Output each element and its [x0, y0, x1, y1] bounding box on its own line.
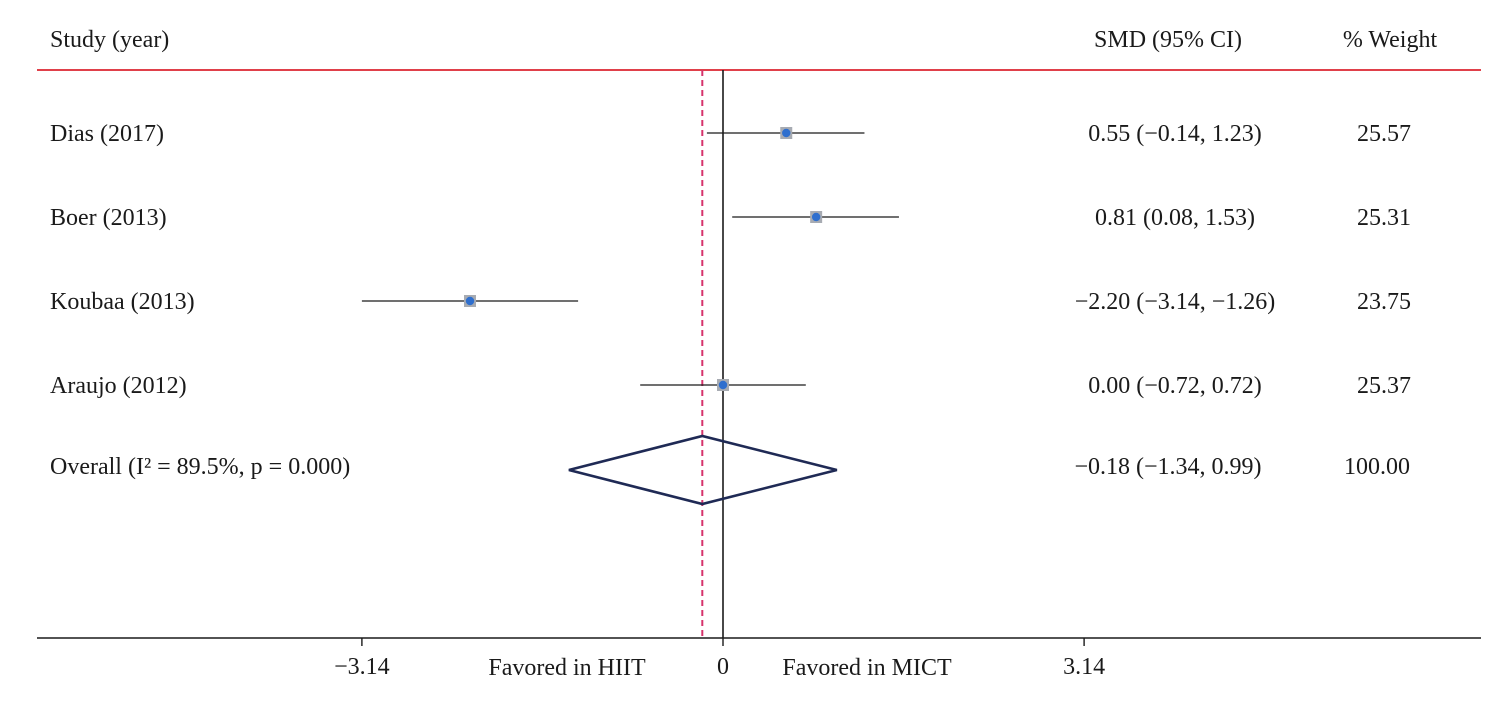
study-effect-2: −2.20 (−3.14, −1.26) — [1075, 289, 1276, 315]
overall-row: Overall (I² = 89.5%, p = 0.000) −0.18 (−1… — [50, 434, 1410, 506]
x-axis-ticks: −3.14 0 3.14 — [334, 638, 1105, 680]
study-weight-3: 25.37 — [1357, 373, 1411, 399]
study-effect-1: 0.81 (0.08, 1.53) — [1095, 205, 1255, 231]
overall-effect: −0.18 (−1.34, 0.99) — [1074, 454, 1261, 480]
study-point-2 — [465, 296, 475, 306]
study-point-0 — [782, 128, 791, 138]
study-weight-1: 25.31 — [1357, 205, 1411, 231]
study-rows: Dias (2017) 0.55 (−0.14, 1.23) 25.57 Boer (… — [50, 121, 1411, 399]
favor-left-label: Favored in HIIT — [488, 655, 646, 681]
study-effect-0: 0.55 (−0.14, 1.23) — [1088, 121, 1262, 147]
favor-right-label: Favored in MICT — [782, 655, 952, 681]
overall-label: Overall (I² = 89.5%, p = 0.000) — [50, 454, 350, 480]
study-label-1: Boer (2013) — [50, 205, 167, 231]
study-point-1 — [811, 212, 821, 222]
header-effect: SMD (95% CI) — [1094, 27, 1242, 53]
study-label-0: Dias (2017) — [50, 121, 164, 147]
header-weight: % Weight — [1343, 27, 1438, 53]
x-tick-label-0: −3.14 — [334, 654, 390, 680]
study-effect-3: 0.00 (−0.72, 0.72) — [1088, 373, 1262, 399]
study-label-3: Araujo (2012) — [50, 373, 187, 399]
overall-weight: 100.00 — [1344, 454, 1410, 480]
study-weight-2: 23.75 — [1357, 289, 1411, 315]
study-label-2: Koubaa (2013) — [50, 289, 195, 315]
overall-diamond — [568, 434, 838, 506]
study-point-3 — [718, 380, 728, 390]
x-tick-label-2: 3.14 — [1063, 654, 1105, 680]
x-tick-label-1: 0 — [717, 654, 729, 680]
header-study: Study (year) — [50, 27, 169, 53]
study-weight-0: 25.57 — [1357, 121, 1411, 147]
